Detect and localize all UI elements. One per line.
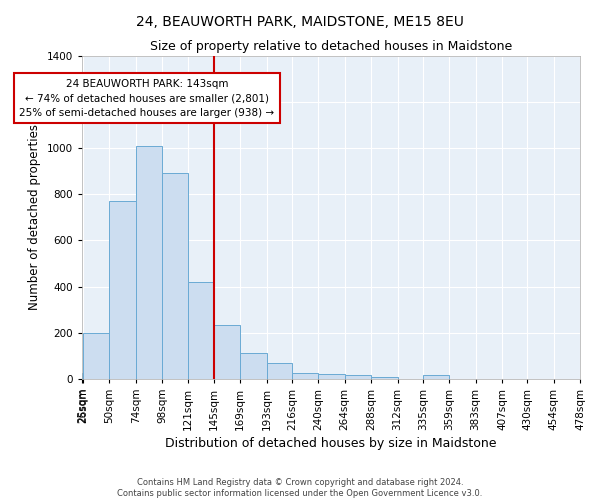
Bar — [292, 373, 319, 379]
Bar — [136, 146, 162, 379]
Text: 24 BEAUWORTH PARK: 143sqm
← 74% of detached houses are smaller (2,801)
25% of se: 24 BEAUWORTH PARK: 143sqm ← 74% of detac… — [19, 78, 274, 118]
Bar — [83, 332, 109, 379]
Bar — [423, 376, 449, 379]
Title: Size of property relative to detached houses in Maidstone: Size of property relative to detached ho… — [150, 40, 512, 53]
Bar — [241, 354, 266, 379]
Bar — [371, 376, 398, 379]
Bar — [82, 373, 83, 379]
Bar — [345, 376, 371, 379]
Bar — [266, 362, 292, 379]
Bar — [319, 374, 345, 379]
Bar — [214, 324, 241, 379]
Text: 24, BEAUWORTH PARK, MAIDSTONE, ME15 8EU: 24, BEAUWORTH PARK, MAIDSTONE, ME15 8EU — [136, 15, 464, 29]
Text: Contains HM Land Registry data © Crown copyright and database right 2024.
Contai: Contains HM Land Registry data © Crown c… — [118, 478, 482, 498]
Bar — [162, 174, 188, 379]
Y-axis label: Number of detached properties: Number of detached properties — [28, 124, 41, 310]
Bar — [109, 201, 136, 379]
Bar — [188, 282, 214, 379]
X-axis label: Distribution of detached houses by size in Maidstone: Distribution of detached houses by size … — [165, 437, 497, 450]
